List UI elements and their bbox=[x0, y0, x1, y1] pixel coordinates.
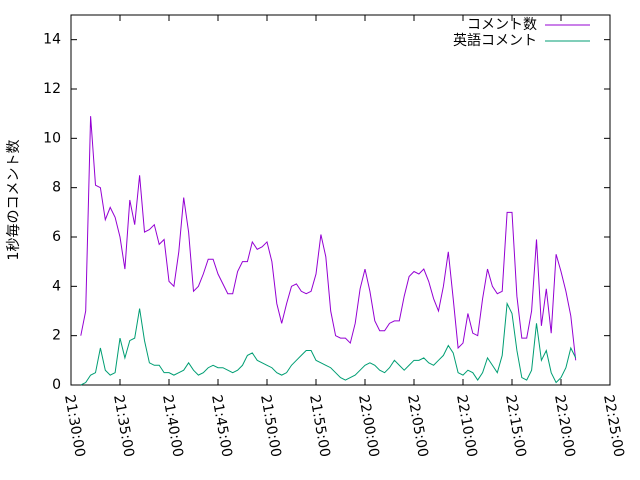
y-tick-label: 6 bbox=[52, 229, 61, 245]
x-tick-label: 22:20:00 bbox=[551, 394, 578, 459]
y-tick-label: 10 bbox=[43, 130, 61, 146]
y-tick-label: 12 bbox=[43, 81, 61, 97]
x-tick-label: 21:30:00 bbox=[61, 394, 88, 459]
y-tick-label: 4 bbox=[52, 278, 61, 294]
legend-label: コメント数 bbox=[467, 17, 537, 33]
x-tick-label: 22:25:00 bbox=[600, 394, 627, 459]
legend-label: 英語コメント bbox=[453, 32, 537, 49]
y-axis-label: 1秒毎のコメント数 bbox=[6, 140, 22, 261]
x-tick-label: 22:10:00 bbox=[453, 394, 480, 459]
series-line bbox=[80, 116, 577, 361]
x-tick-label: 22:05:00 bbox=[404, 394, 431, 459]
x-tick-label: 21:50:00 bbox=[257, 394, 284, 459]
x-tick-label: 21:45:00 bbox=[208, 394, 235, 459]
y-tick-label: 2 bbox=[52, 328, 61, 344]
plot-border bbox=[70, 14, 611, 386]
series-line bbox=[80, 301, 577, 386]
x-tick-label: 21:55:00 bbox=[306, 394, 333, 459]
x-tick-label: 22:15:00 bbox=[502, 394, 529, 459]
y-tick-label: 8 bbox=[52, 180, 61, 196]
x-tick-label: 22:00:00 bbox=[355, 394, 382, 459]
y-tick-label: 0 bbox=[52, 377, 61, 393]
x-tick-label: 21:40:00 bbox=[159, 394, 186, 459]
y-tick-label: 14 bbox=[43, 32, 61, 48]
x-tick-label: 21:35:00 bbox=[110, 394, 137, 459]
